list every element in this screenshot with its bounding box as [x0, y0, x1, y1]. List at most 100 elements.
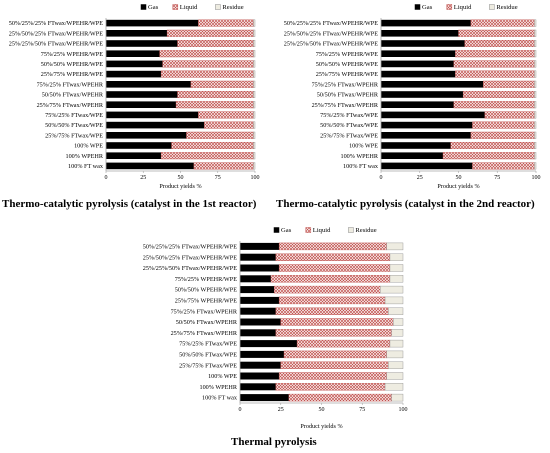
bar-gas [106, 91, 178, 98]
chart-1-legend: Gas Liquid Residue [140, 4, 244, 11]
bar-liquid [204, 121, 254, 129]
legend-label-residue: Residue [496, 4, 517, 11]
legend-swatch-residue [348, 227, 354, 233]
bar-gas [106, 101, 177, 108]
bar-liquid [160, 152, 254, 160]
category-label: 50/50% FTwax/WPEHR [176, 319, 238, 326]
legend-swatch-gas [414, 4, 421, 10]
bar-liquid [470, 131, 535, 139]
bar-residue [534, 70, 537, 78]
legend-label-gas: Gas [281, 227, 292, 234]
bar-gas [381, 50, 456, 57]
bar-residue [253, 162, 256, 170]
x-tick-label: 100 [532, 175, 541, 181]
category-label: 50%/25%/25% FTwax/WPEHR/WPE [9, 20, 103, 27]
chart-1: Gas Liquid Residue 50%/25%/25% FTwax/WPEHR/… [9, 4, 260, 190]
bar-residue [534, 121, 537, 129]
bar-liquid [283, 350, 387, 359]
bar-liquid [275, 383, 386, 391]
bar-gas [240, 286, 275, 294]
bar-gas [381, 101, 454, 108]
x-tick-label: 50 [456, 175, 462, 181]
x-tick-label: 75 [215, 175, 221, 181]
legend-label-liquid: Liquid [313, 227, 331, 234]
category-label: 100% WPE [74, 143, 103, 150]
chart-3: Gas Liquid Residue 50%/25%/25% FTwax/WPEHR/… [143, 227, 408, 430]
bar-liquid [288, 393, 392, 402]
legend-swatch-residue [489, 4, 495, 10]
bar-liquid [193, 162, 254, 170]
bar-residue [534, 40, 537, 48]
bar-residue [389, 275, 404, 283]
bar-residue [389, 253, 404, 261]
bar-residue [253, 80, 256, 88]
chart-2-title: Thermo-catalytic pyrolysis (catalyst in … [276, 198, 535, 210]
bar-liquid [166, 29, 254, 37]
bar-liquid [171, 141, 254, 149]
x-tick-label: 0 [380, 175, 383, 181]
category-label: 75%/25% FTwax/WPE [179, 341, 237, 348]
bar-residue [389, 264, 404, 272]
x-tick-label: 50 [319, 407, 325, 413]
category-label: 25%/50%/25% FTwax/WPEHR/WPE [143, 254, 237, 261]
bar-liquid [274, 285, 381, 294]
x-axis-title: Product yields % [300, 423, 342, 430]
bar-gas [106, 162, 194, 170]
bar-liquid [190, 80, 254, 88]
category-label: 25%/75% FTwax/WPE [320, 132, 378, 139]
chart-2: Gas Liquid Residue 50%/25%/25% FTwax/WPEHR/… [284, 4, 541, 190]
bar-residue [253, 141, 256, 149]
bar-residue [534, 29, 537, 37]
legend-label-liquid: Liquid [180, 4, 198, 11]
bar-gas [106, 111, 199, 119]
chart-2-legend: Gas Liquid Residue [414, 4, 518, 11]
bar-residue [534, 162, 537, 170]
bar-liquid [275, 329, 392, 337]
category-label: 50%/50% FTwax/WPE [179, 352, 237, 359]
bar-gas [381, 40, 465, 47]
bar-gas [106, 50, 160, 57]
bar-residue [253, 111, 256, 119]
bar-gas [240, 394, 289, 402]
bar-residue [534, 141, 537, 149]
bar-liquid [472, 162, 535, 170]
bar-residue [253, 90, 256, 98]
bar-liquid [186, 131, 254, 139]
bar-residue [386, 350, 404, 359]
bar-liquid [483, 80, 535, 88]
x-tick-label: 25 [278, 407, 284, 413]
category-label: 50%/50% WPEHR/WPE [175, 287, 237, 294]
bar-gas [106, 121, 205, 129]
bar-residue [388, 361, 404, 369]
bar-liquid [280, 361, 389, 369]
category-label: 75%/25% WPEHR/WPE [41, 51, 103, 58]
category-label: 50%/50% WPEHR/WPE [41, 61, 103, 68]
legend-label-residue: Residue [222, 4, 243, 11]
category-label: 100% WPE [208, 373, 237, 380]
bar-liquid [470, 19, 535, 27]
category-label: 100% WPEHR [199, 384, 237, 391]
category-label: 25%/75% FTwax/WPEHR [171, 330, 238, 337]
bar-residue [534, 131, 537, 139]
category-label: 25%/25%/50% FTwax/WPEHR/WPE [143, 265, 237, 272]
bar-gas [106, 81, 191, 88]
legend-swatch-liquid [172, 4, 179, 10]
bar-gas [381, 121, 473, 129]
bar-residue [389, 339, 404, 348]
x-tick-label: 25 [140, 175, 146, 181]
bar-gas [381, 142, 451, 149]
bar-gas [381, 162, 473, 170]
bar-residue [391, 329, 404, 337]
bar-liquid [442, 152, 535, 160]
bar-liquid [160, 70, 254, 78]
bar-gas [240, 242, 280, 250]
bar-gas [240, 264, 280, 272]
category-label: 25%/75% WPEHR/WPE [316, 71, 378, 78]
x-tick-label: 75 [359, 407, 365, 413]
bar-gas [106, 30, 168, 37]
category-label: 100% FT wax [68, 163, 104, 170]
bar-liquid [455, 50, 535, 58]
bar-residue [534, 90, 537, 98]
bar-liquid [462, 90, 535, 98]
bar-gas [240, 329, 276, 337]
